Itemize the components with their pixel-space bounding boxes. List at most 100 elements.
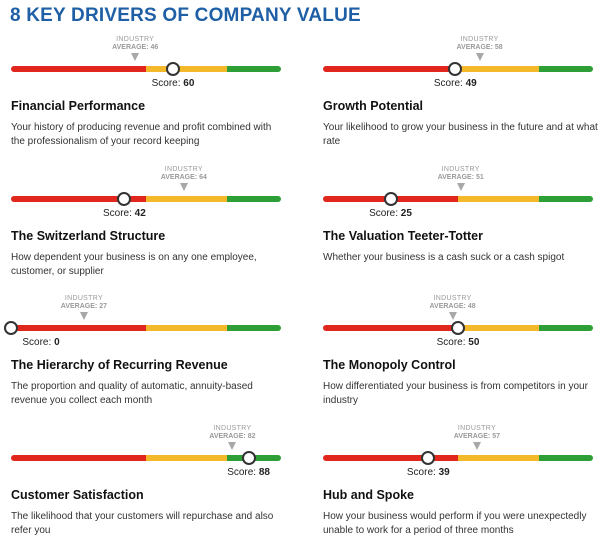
driver-description: The likelihood that your customers will … [11,511,274,536]
score-bar [323,66,593,72]
score-marker [383,192,398,206]
average-prefix: AVERAGE: [160,174,198,181]
score-value: 60 [183,78,195,89]
driver-description: The proportion and quality of automatic,… [11,381,253,406]
score-prefix: Score: [406,467,436,478]
driver-name: Growth Potential [323,99,423,113]
triangle-down-icon [472,442,481,450]
bar-segment-yellow [458,455,539,461]
industry-average-label: AVERAGE: 58 [435,44,525,52]
driver-name: The Valuation Teeter-Totter [323,229,483,243]
industry-average-label: AVERAGE: 48 [408,303,498,311]
driver-description: Your likelihood to grow your business in… [323,122,598,147]
score-prefix: Score: [102,208,132,219]
driver-card: INDUSTRY AVERAGE: 57 Score: 39 Hub and S… [323,392,593,536]
average-prefix: AVERAGE: [453,433,491,440]
bar-segment-green [227,325,281,331]
driver-card: INDUSTRY AVERAGE: 82 Score: 88 Customer … [11,392,281,536]
average-prefix: AVERAGE: [112,44,149,51]
score-bar [11,196,281,202]
industry-average-label: AVERAGE: 51 [416,174,506,182]
triangle-down-icon [456,183,465,191]
score-label: Score: 60 [133,78,213,89]
score-value: 0 [54,337,60,348]
score-prefix: Score: [433,78,463,89]
bar-segment-green [227,196,281,202]
average-prefix: AVERAGE: [456,44,493,51]
bar-segment-red [323,455,458,461]
industry-average-indicator: INDUSTRY AVERAGE: 48 [408,295,498,320]
average-prefix: AVERAGE: [60,303,98,310]
score-bar [11,66,281,72]
score-value: 42 [134,208,146,219]
score-value: 39 [438,467,450,478]
industry-average-indicator: INDUSTRY AVERAGE: 58 [435,36,525,61]
bar-segment-green [539,66,593,72]
average-value: 51 [475,174,484,181]
score-value: 88 [258,467,270,478]
bar-segment-red [11,196,146,202]
driver-name: Customer Satisfaction [11,488,144,502]
score-value: 50 [468,337,480,348]
score-value: 25 [400,208,412,219]
industry-label: INDUSTRY [460,36,499,43]
industry-average-indicator: INDUSTRY AVERAGE: 27 [39,295,129,320]
score-bar [323,196,593,202]
score-prefix: Score: [227,467,257,478]
industry-label: INDUSTRY [164,166,203,173]
page-title: 8 KEY DRIVERS OF COMPANY VALUE [10,5,361,26]
bar-segment-green [227,66,281,72]
driver-description: How differentiated your business is from… [323,381,588,406]
triangle-down-icon [179,183,188,191]
average-value: 82 [247,433,256,440]
driver-card: INDUSTRY AVERAGE: 64 Score: 42 The Switz… [11,133,281,277]
driver-description: How dependent your business is on any on… [11,252,257,277]
industry-average-indicator: INDUSTRY AVERAGE: 64 [139,166,229,191]
average-prefix: AVERAGE: [429,303,466,310]
bar-segment-red [11,455,146,461]
triangle-down-icon [475,53,484,61]
average-prefix: AVERAGE: [437,174,475,181]
score-marker [421,451,436,465]
score-label: Score: 88 [209,467,289,478]
driver-card: INDUSTRY AVERAGE: 51 Score: 25 The Valua… [323,133,593,263]
bar-segment-yellow [146,455,227,461]
industry-label: INDUSTRY [457,425,496,432]
driver-card: INDUSTRY AVERAGE: 46 Score: 60 Financial… [11,3,281,147]
industry-average-indicator: INDUSTRY AVERAGE: 82 [187,425,277,450]
driver-card: INDUSTRY AVERAGE: 58 Score: 49 Growth Po… [323,3,598,147]
bar-segment-green [539,455,593,461]
driver-name: Hub and Spoke [323,488,414,502]
average-value: 58 [494,44,503,51]
score-marker [451,321,465,335]
average-value: 27 [99,303,107,310]
bar-segment-red [323,325,458,331]
triangle-down-icon [79,312,88,320]
score-marker [166,62,180,76]
score-prefix: Score: [436,337,466,348]
bar-segment-red [11,325,146,331]
triangle-down-icon [448,312,457,320]
bar-segment-yellow [458,66,539,72]
average-value: 48 [467,303,476,310]
score-value: 49 [465,78,477,89]
score-bar [11,325,281,331]
score-bar [323,325,593,331]
driver-card: INDUSTRY AVERAGE: 27 Score: 0 The Hierar… [4,262,281,406]
triangle-down-icon [131,53,140,61]
score-marker [4,321,18,335]
industry-average-indicator: INDUSTRY AVERAGE: 51 [416,166,506,191]
score-label: Score: 0 [1,337,81,348]
score-marker [241,451,256,465]
average-value: 64 [199,174,207,181]
score-label: Score: 49 [415,78,495,89]
industry-average-label: AVERAGE: 82 [187,433,277,441]
driver-card: INDUSTRY AVERAGE: 48 Score: 50 The Monop… [323,262,593,406]
score-prefix: Score: [151,78,181,89]
driver-name: Financial Performance [11,99,146,113]
industry-average-label: AVERAGE: 57 [432,433,522,441]
score-marker [117,192,132,206]
triangle-down-icon [228,442,237,450]
average-value: 46 [150,44,159,51]
bar-segment-yellow [146,325,227,331]
